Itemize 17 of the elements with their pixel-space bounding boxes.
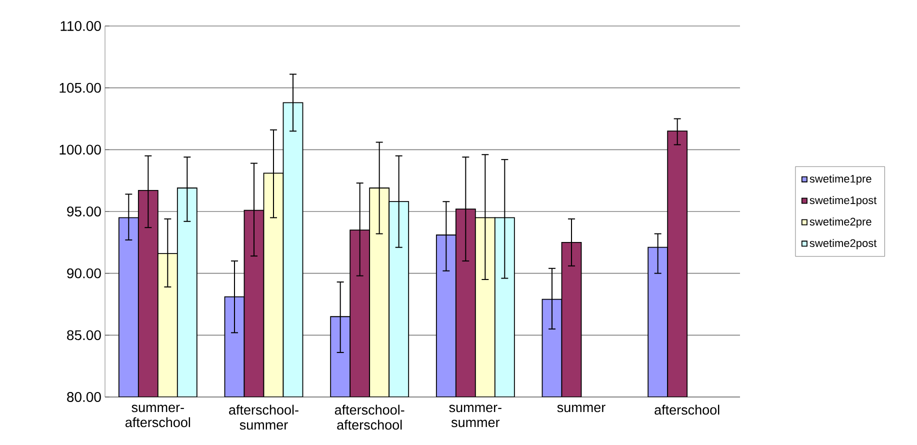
x-tick-label: summer-summer — [449, 404, 502, 428]
x-tick-label: afterschool — [654, 404, 720, 415]
y-tick-label: 90.00 — [67, 268, 101, 278]
x-tick-label: afterschool-afterschool — [334, 404, 404, 430]
legend-label: swetime1pre — [810, 174, 872, 185]
legend-label: swetime2pre — [810, 217, 872, 228]
legend-label: swetime2post — [810, 238, 877, 250]
y-tick-label: 80.00 — [67, 392, 101, 402]
legend-label: swetime1post — [810, 196, 877, 206]
y-tick-label: 110.00 — [60, 21, 101, 31]
y-tick-label: 95.00 — [67, 206, 101, 216]
y-tick-label: 100.00 — [60, 144, 101, 155]
x-tick-label: summer-afterschool — [125, 404, 190, 428]
y-tick-label: 85.00 — [67, 330, 101, 340]
x-tick-label: afterschool-summer — [229, 404, 298, 430]
y-tick-label: 105.00 — [60, 82, 101, 93]
x-tick-label: summer — [557, 404, 606, 412]
